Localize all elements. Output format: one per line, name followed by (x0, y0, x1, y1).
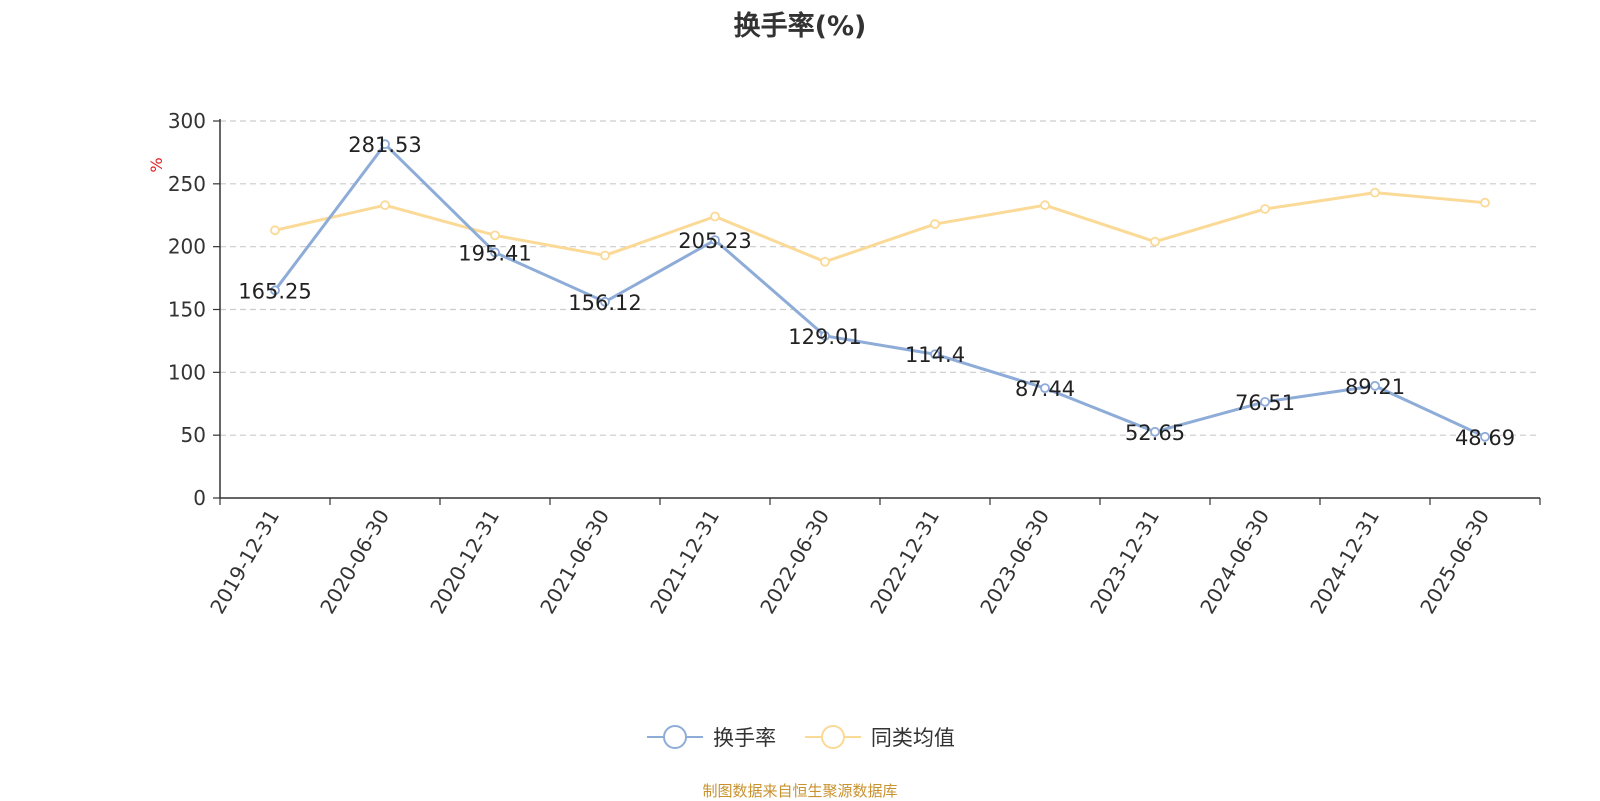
peer-average-point (1040, 200, 1050, 211)
data-label: 89.21 (1345, 375, 1405, 399)
legend-line-circle-icon (804, 725, 861, 749)
y-tick-label: 200 (168, 235, 206, 259)
peer-average-point (1480, 197, 1490, 208)
x-tick-label: 2024-06-30 (1195, 505, 1274, 618)
peer-average-point (1260, 204, 1270, 214)
peer-average-point (1370, 187, 1380, 198)
x-tick-label: 2020-06-30 (315, 505, 394, 618)
series-lines (270, 139, 1490, 442)
legend-item-peer-average[interactable]: 同类均值 (803, 722, 955, 752)
data-label: 156.12 (568, 291, 641, 315)
data-label: 76.51 (1235, 391, 1295, 415)
y-tick-label: 50 (181, 423, 206, 447)
peer-average-point (380, 200, 390, 211)
x-tick-label: 2023-12-31 (1085, 505, 1164, 618)
x-tick-label: 2025-06-30 (1415, 505, 1494, 618)
peer-average-point (710, 211, 720, 222)
y-tick-label: 300 (168, 109, 206, 133)
legend-line-circle-icon (647, 725, 704, 749)
data-label: 129.01 (788, 325, 861, 349)
x-tick-label: 2021-12-31 (645, 505, 724, 618)
x-tick-label: 2024-12-31 (1305, 505, 1384, 618)
turnover-point (600, 296, 610, 307)
turnover-line (273, 142, 1486, 439)
x-tick-label: 2023-06-30 (975, 505, 1054, 618)
axes: 0 50 100 150 200 250 300 2019-12-31 2020-06-30 20… (168, 109, 1541, 618)
y-axis-unit-label: % (147, 157, 166, 172)
turnover-point (1480, 431, 1490, 442)
legend-label-peer-average: 同类均值 (870, 726, 955, 750)
data-label: 52.65 (1125, 421, 1185, 445)
peer-average-point (270, 225, 280, 236)
turnover-point (710, 235, 720, 245)
peer-average-point (600, 250, 610, 261)
x-tick-label: 2021-06-30 (535, 505, 614, 618)
data-label: 48.69 (1455, 426, 1515, 450)
turnover-point (1040, 383, 1050, 394)
x-tick-label: 2019-12-31 (205, 505, 284, 618)
peer-average-point (490, 230, 500, 241)
data-label: 165.25 (238, 279, 311, 303)
x-tick-label: 2022-12-31 (865, 505, 944, 618)
y-tick-label: 150 (168, 298, 206, 322)
turnover-point (490, 247, 500, 258)
data-label: 195.41 (458, 241, 531, 265)
turnover-point (930, 349, 940, 360)
legend-label-turnover: 换手率 (713, 726, 777, 750)
legend-item-turnover[interactable]: 换手率 (645, 722, 776, 752)
peer-average-point (930, 219, 940, 229)
x-tick-label: 2020-12-31 (425, 505, 504, 618)
data-label: 114.4 (905, 343, 965, 367)
turnover-point (1260, 396, 1270, 407)
peer-average-line (274, 191, 1486, 264)
turnover-point (380, 139, 390, 150)
data-source-note: 制图数据来自恒生聚源数据库 (702, 782, 898, 800)
gridlines (220, 120, 1540, 436)
peer-average-point (1150, 236, 1160, 247)
data-label: 281.53 (348, 133, 421, 157)
y-tick-label: 100 (168, 360, 206, 384)
legend[interactable]: 换手率 同类均值 (0, 722, 1600, 755)
y-tick-label: 250 (168, 172, 206, 196)
x-tick-label: 2022-06-30 (755, 505, 834, 618)
turnover-point (1150, 426, 1160, 437)
turnover-point (270, 285, 280, 296)
chart-title: 换手率(%) (733, 11, 867, 42)
data-label: 87.44 (1015, 377, 1075, 401)
y-tick-label: 0 (193, 486, 206, 510)
turnover-point (820, 330, 830, 341)
turnover-point (1370, 380, 1380, 391)
data-labels: 165.25 281.53 195.41 156.12 205.23 129.01 114.… (238, 133, 1515, 450)
data-label: 205.23 (678, 229, 751, 253)
peer-average-point (820, 256, 830, 267)
